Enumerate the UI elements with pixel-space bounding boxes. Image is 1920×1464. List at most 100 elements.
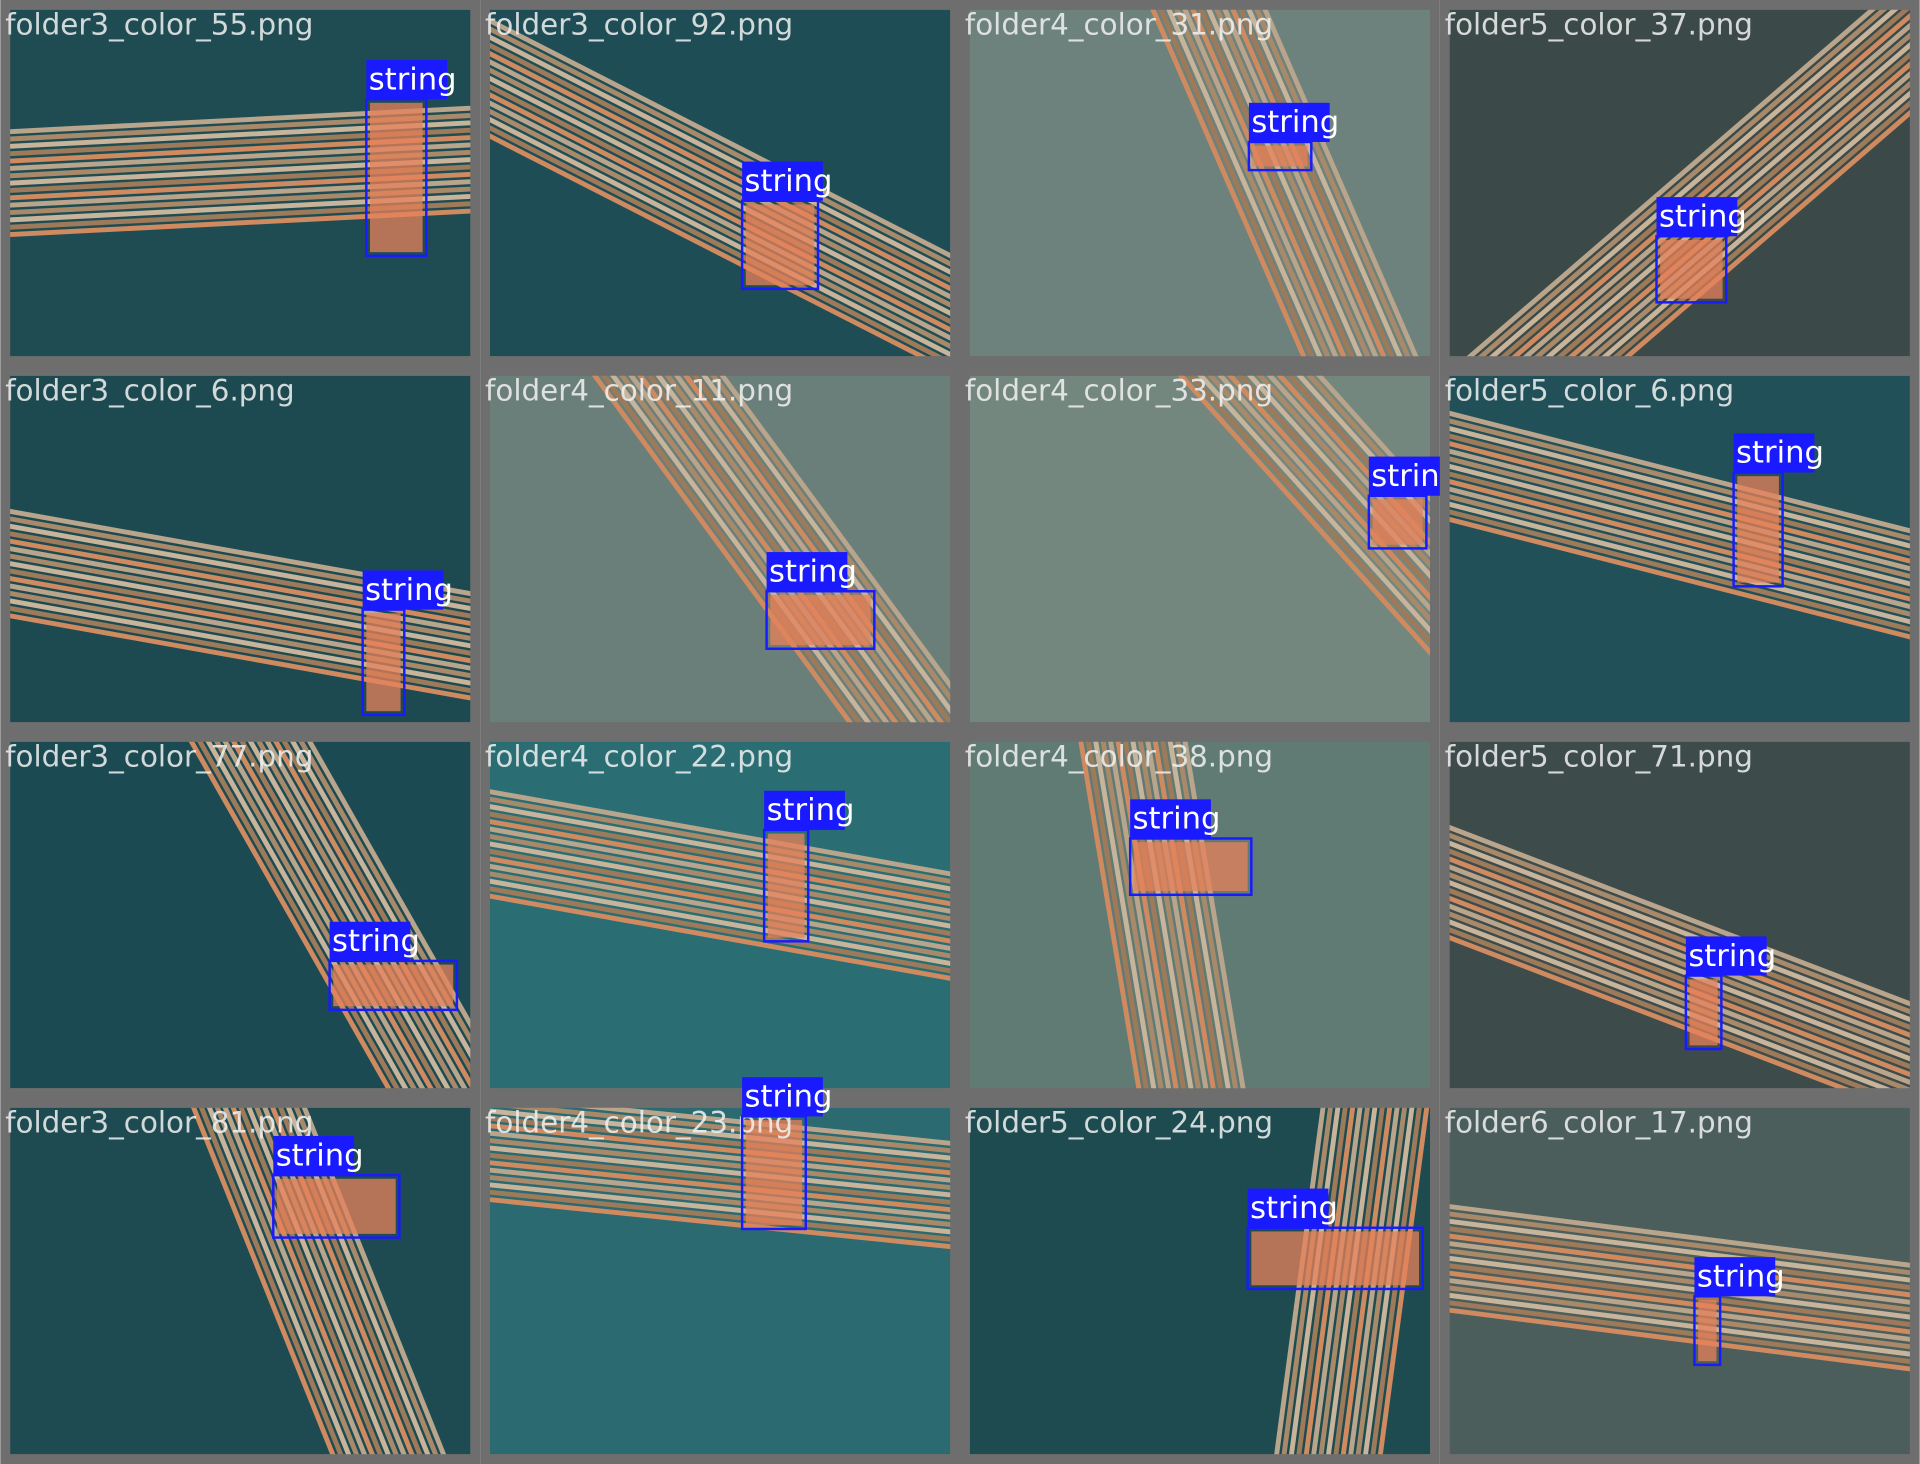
stick	[247, 741, 451, 1089]
stick	[489, 116, 951, 357]
stick	[1449, 1241, 1910, 1305]
stick	[10, 531, 471, 619]
stick	[489, 819, 951, 907]
stick	[1624, 109, 1910, 357]
stick	[10, 516, 471, 604]
stick	[10, 561, 471, 649]
stick	[489, 848, 951, 937]
stick	[222, 1107, 367, 1455]
detection-label: string	[365, 573, 453, 608]
stick	[489, 841, 951, 929]
stick	[610, 375, 872, 723]
stick	[188, 741, 392, 1089]
stick	[489, 811, 951, 899]
stick	[1449, 911, 1910, 1089]
stick	[1145, 741, 1209, 1089]
stick	[270, 1107, 415, 1455]
stick	[489, 871, 951, 959]
stick	[1237, 375, 1431, 591]
file-name: folder4_color_33.png	[965, 373, 1273, 407]
stick	[1177, 375, 1431, 656]
stick	[293, 1107, 439, 1455]
stick	[307, 741, 471, 1030]
detection-label: string	[1688, 939, 1776, 974]
stick	[1166, 9, 1323, 357]
label-background	[742, 1077, 823, 1117]
stick	[1449, 509, 1910, 632]
file-name: folder5_color_6.png	[1445, 373, 1734, 407]
detection-label: string	[1659, 199, 1747, 234]
stick	[1449, 425, 1910, 549]
detection-label: string	[745, 1080, 833, 1115]
stick	[1449, 872, 1910, 1054]
string-tie	[745, 1120, 803, 1226]
stick	[489, 1189, 951, 1242]
stick	[1534, 32, 1910, 357]
detection-box	[1246, 1226, 1424, 1291]
stick	[1449, 1300, 1910, 1364]
stick	[673, 375, 935, 723]
stick	[1078, 741, 1142, 1089]
stick	[239, 741, 443, 1089]
stick	[1158, 9, 1315, 357]
stick	[489, 1108, 951, 1161]
stick	[489, 1197, 951, 1250]
stick	[1115, 741, 1179, 1089]
stick	[489, 886, 951, 974]
stick	[489, 833, 951, 922]
stick	[1160, 741, 1224, 1089]
stick	[1449, 1255, 1910, 1320]
label-background	[273, 1135, 355, 1176]
photo	[10, 1107, 471, 1455]
stick	[489, 863, 951, 951]
stick	[1190, 9, 1347, 357]
stick	[10, 127, 471, 157]
string-tie	[366, 613, 401, 712]
stick	[198, 1107, 344, 1455]
detection-label: string	[767, 793, 855, 828]
stick	[1093, 741, 1157, 1089]
stick	[1449, 441, 1910, 564]
stick	[1449, 463, 1910, 587]
stick	[10, 201, 471, 230]
stick	[197, 741, 400, 1089]
stick	[591, 375, 853, 723]
stick	[1522, 22, 1910, 357]
stick	[262, 1107, 407, 1455]
stick	[1296, 375, 1431, 525]
stick	[578, 1107, 951, 1146]
stick	[214, 1107, 360, 1455]
stick	[10, 142, 471, 171]
stick	[1477, 9, 1888, 357]
stick	[1601, 90, 1910, 357]
stick	[489, 42, 951, 284]
stick	[489, 1138, 951, 1191]
stick	[10, 135, 471, 164]
stick	[489, 92, 951, 333]
photo	[1449, 375, 1910, 723]
stick	[1449, 887, 1910, 1070]
stick	[1449, 840, 1910, 1023]
label-background	[1368, 456, 1450, 496]
photo	[489, 375, 951, 723]
stick	[1227, 375, 1431, 602]
stick	[1262, 9, 1419, 357]
detection-label: string	[1251, 105, 1339, 140]
file-name: folder3_color_81.png	[5, 1105, 313, 1139]
stick	[10, 605, 471, 694]
stick	[281, 741, 471, 1074]
photo	[489, 741, 951, 1089]
stick	[10, 164, 471, 193]
stick	[254, 1107, 399, 1455]
stick	[10, 546, 471, 634]
stick	[489, 826, 951, 914]
stick	[489, 83, 951, 325]
stick	[1150, 9, 1307, 357]
stick	[1500, 9, 1910, 357]
